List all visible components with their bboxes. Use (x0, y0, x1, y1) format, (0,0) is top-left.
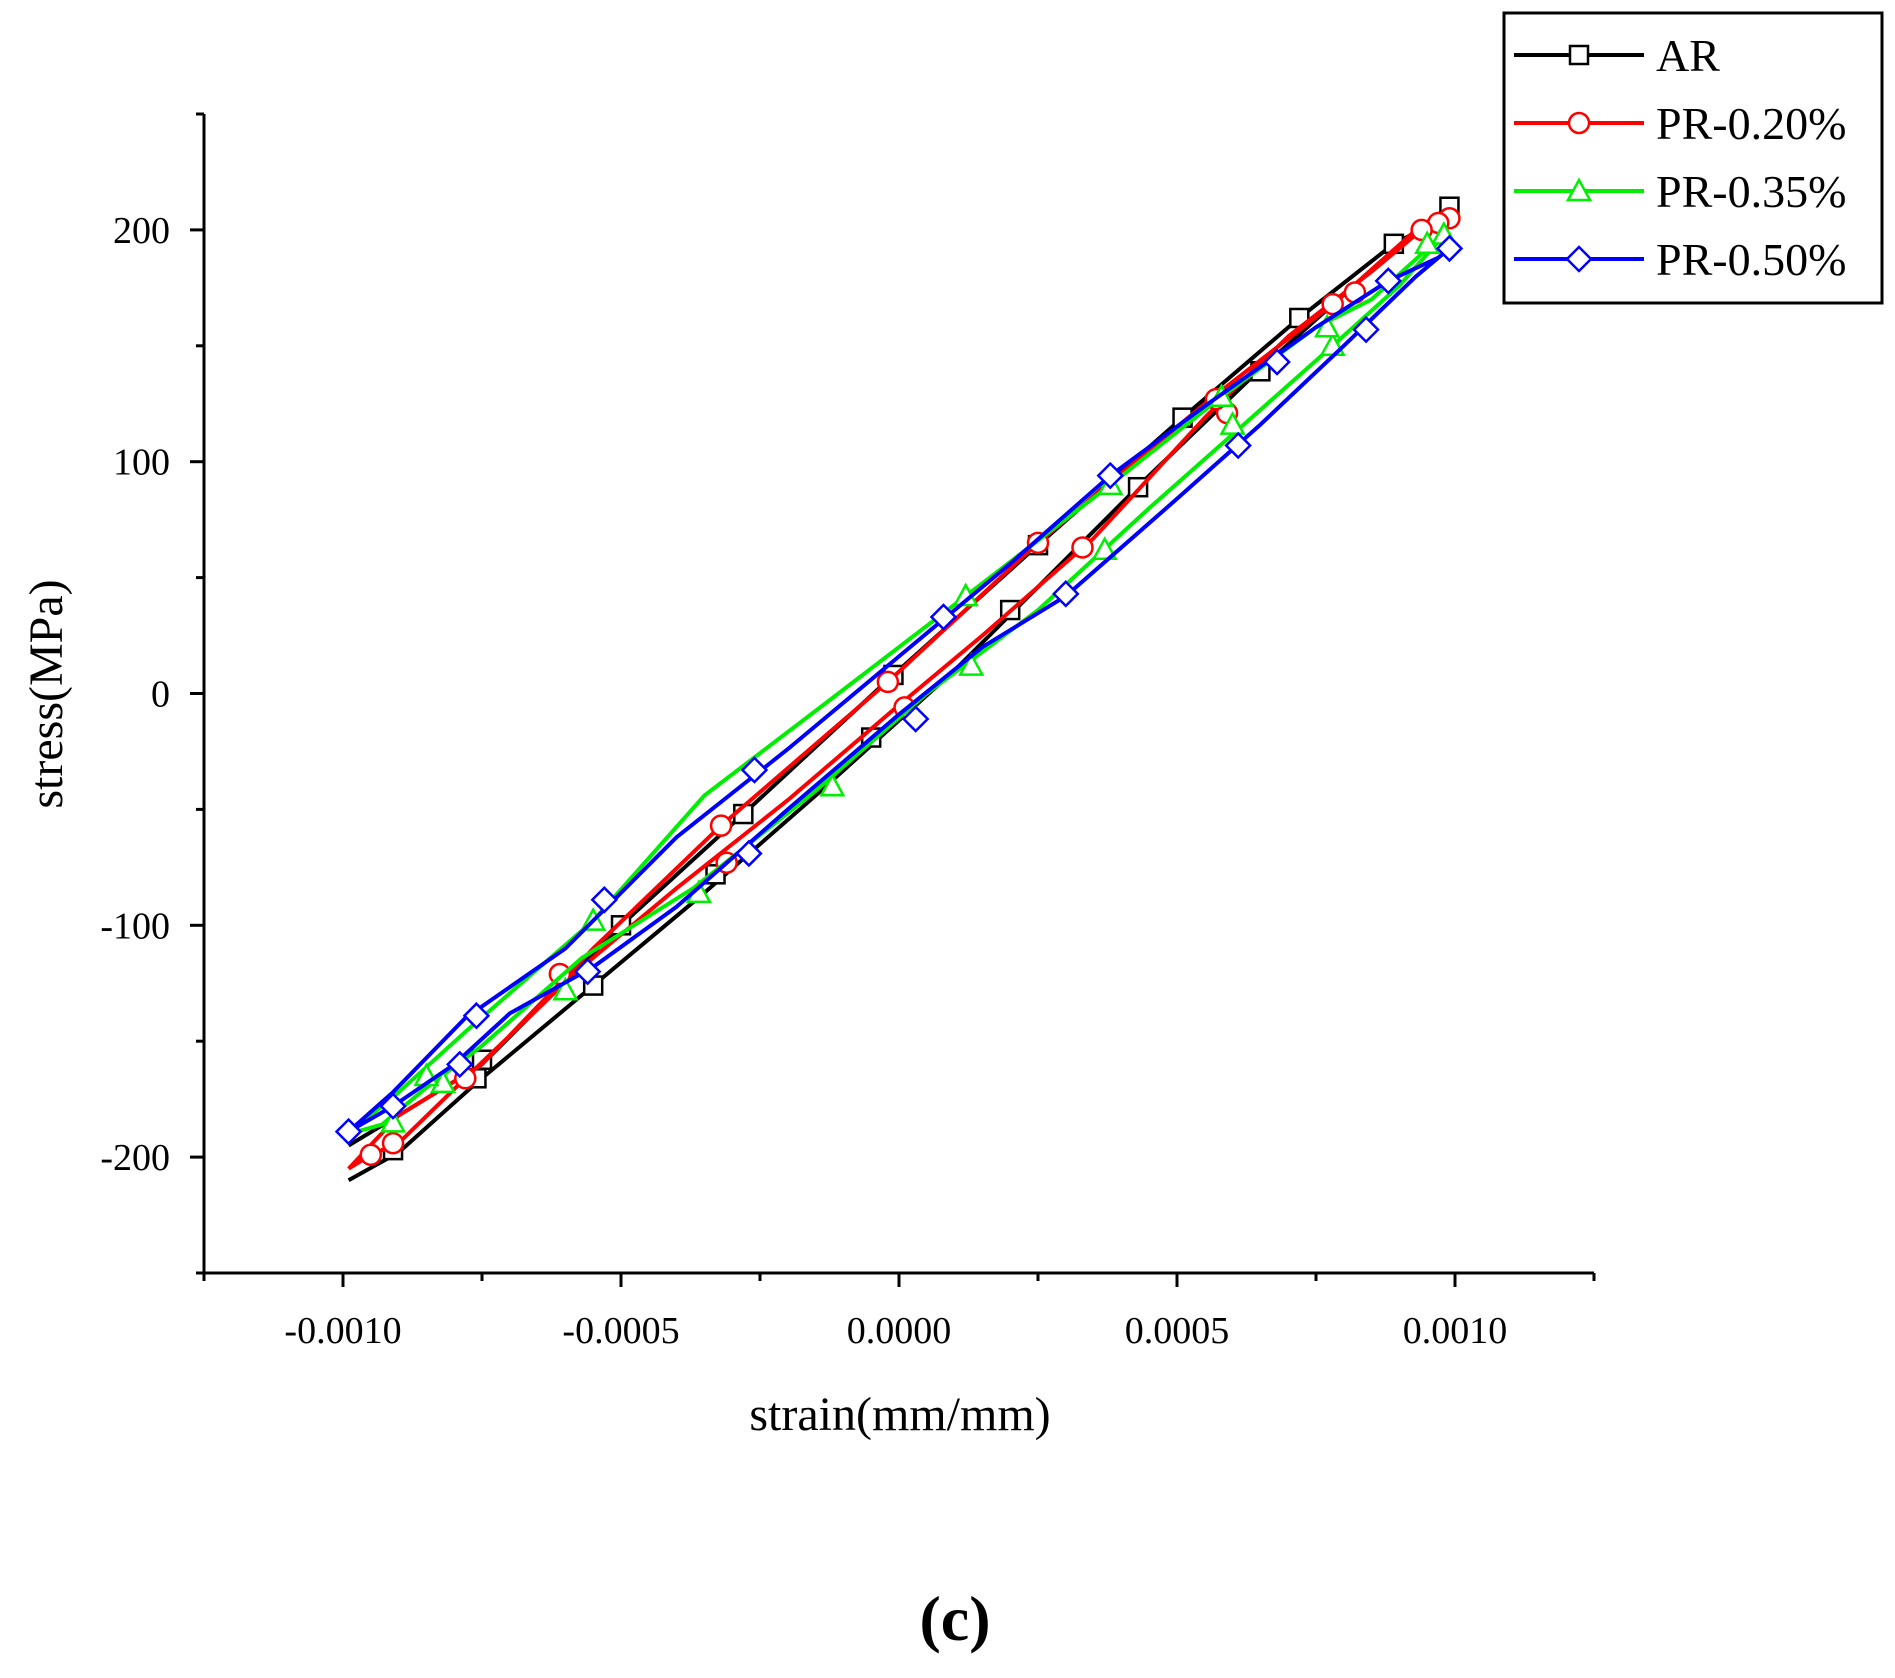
legend-label: PR-0.50% (1656, 234, 1846, 285)
panel-label: (c) (919, 1583, 990, 1654)
y-tick-label: 100 (113, 442, 170, 484)
data-point (1224, 431, 1252, 460)
legend-label: PR-0.35% (1656, 166, 1846, 217)
data-point (573, 957, 602, 986)
legend: AR PR-0.20% PR-0.35% PR-0.50% (1502, 11, 1884, 305)
axes-layer: -0.0010 -0.0005 0.0000 0.0005 0.0010 -200 -100… (100, 112, 1596, 1352)
legend-marker (1565, 245, 1593, 273)
x-axis-title: strain(mm/mm) (749, 1388, 1050, 1441)
data-point (1374, 267, 1403, 295)
data-point (379, 1108, 407, 1133)
data-point (929, 603, 958, 631)
data-point (1263, 348, 1291, 376)
x-tick-label: -0.0010 (284, 1310, 401, 1352)
data-point (1414, 230, 1441, 255)
x-tick-label: 0.0005 (1125, 1310, 1230, 1352)
data-point (1321, 292, 1344, 316)
y-axis-title: stress(MPa) (20, 579, 73, 808)
data-point (445, 1050, 474, 1079)
series-line (347, 246, 1452, 1134)
data-point (1314, 313, 1341, 338)
series-1 (347, 207, 1461, 1171)
legend-box (1502, 11, 1884, 305)
y-tick-label: -200 (100, 1137, 170, 1179)
legend-marker (1565, 177, 1593, 202)
legend-marker (1568, 44, 1590, 66)
plot-layer (334, 196, 1464, 1183)
data-point (359, 1143, 383, 1167)
series-3 (334, 234, 1464, 1146)
legend-label: AR (1656, 30, 1720, 81)
data-point (740, 756, 769, 784)
data-point (429, 1069, 457, 1094)
x-tick-label: 0.0010 (1403, 1310, 1508, 1352)
data-point (958, 652, 985, 676)
data-point (709, 814, 733, 837)
legend-label: PR-0.20% (1656, 98, 1846, 149)
data-point (1091, 536, 1118, 561)
x-tick-label: 0.0000 (847, 1310, 952, 1352)
data-point (1219, 411, 1246, 435)
data-point (1435, 234, 1464, 263)
x-tick-label: -0.0005 (562, 1310, 679, 1352)
data-point (819, 772, 846, 797)
series-line (347, 216, 1452, 1171)
data-point (1096, 461, 1125, 490)
data-point (1052, 580, 1080, 608)
legend-marker (1567, 111, 1591, 135)
data-point (1071, 536, 1094, 559)
data-point (1352, 315, 1380, 344)
data-point (735, 839, 763, 868)
data-point (379, 1092, 407, 1120)
y-tick-label: -100 (100, 905, 170, 947)
data-point (901, 705, 930, 733)
data-point (334, 1117, 363, 1146)
y-tick-label: 0 (151, 674, 170, 716)
data-point (462, 1001, 491, 1030)
data-point (876, 670, 900, 694)
y-tick-label: 200 (113, 210, 170, 252)
data-point (381, 1131, 405, 1155)
data-point (590, 886, 619, 914)
data-point (552, 976, 579, 1001)
